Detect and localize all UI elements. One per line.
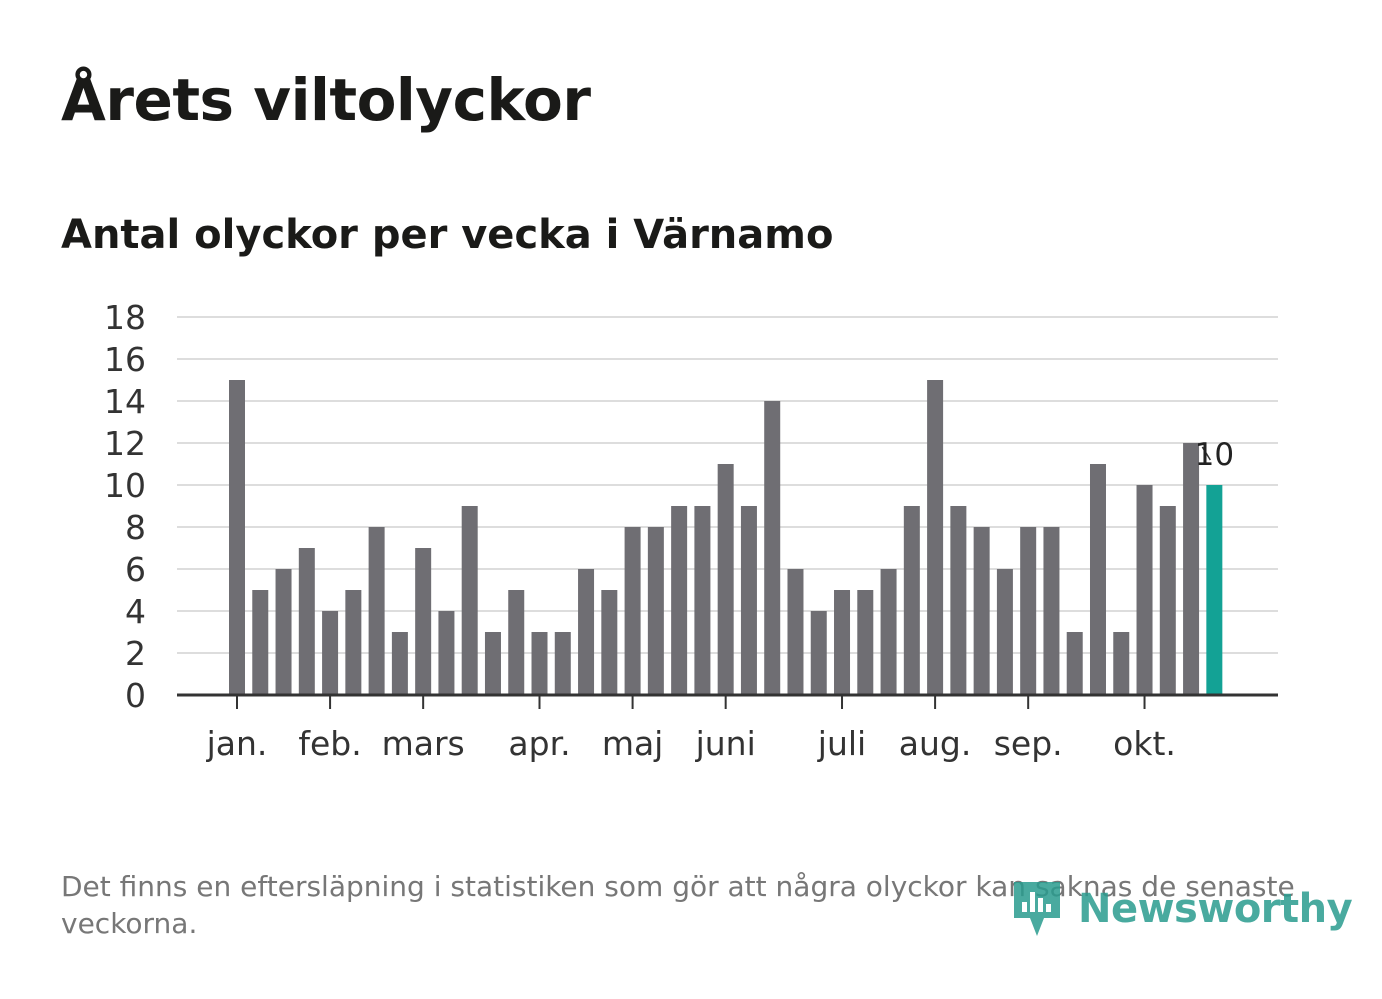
bar [1089, 464, 1106, 695]
bar [484, 632, 501, 695]
bar [1113, 632, 1130, 695]
bar [601, 590, 618, 695]
y-tick-label: 12 [104, 424, 146, 463]
bar [717, 464, 734, 695]
footnote: Det finns en eftersläpning i statistiken… [61, 870, 1295, 940]
bar [415, 548, 432, 695]
bar [764, 401, 781, 695]
bar [1020, 527, 1037, 695]
bar [810, 611, 827, 695]
bar [578, 569, 595, 695]
bar [880, 569, 897, 695]
bar [1043, 527, 1060, 695]
bar [391, 632, 408, 695]
newsworthy-logo-text: Newsworthy [1078, 886, 1353, 932]
annotations: 10 [1195, 437, 1234, 473]
bar [647, 527, 664, 695]
bar [252, 590, 269, 695]
bar [438, 611, 455, 695]
x-axis [177, 693, 1278, 709]
y-tick-label: 10 [104, 466, 146, 505]
bar [624, 527, 641, 695]
x-tick-label: feb. [298, 724, 361, 763]
bar [531, 632, 548, 695]
bar [857, 590, 874, 695]
bar [950, 506, 967, 695]
bar [275, 569, 292, 695]
y-tick-label: 14 [104, 382, 146, 421]
bars [229, 380, 1223, 695]
x-tick-labels: jan. feb. mars apr. maj juni juli aug. sep. okt. [206, 724, 1176, 763]
newsworthy-logo-icon [1014, 882, 1060, 936]
bar [554, 632, 571, 695]
x-tick-label: jan. [206, 724, 268, 763]
bar [671, 506, 688, 695]
x-tick-label: aug. [899, 724, 972, 763]
x-tick-label: juli [817, 724, 866, 763]
newsworthy-logo: Newsworthy [1010, 878, 1353, 940]
x-tick-label: okt. [1113, 724, 1176, 763]
bar [787, 569, 804, 695]
bar [1159, 506, 1176, 695]
chart-title: Årets viltolyckor [61, 66, 591, 134]
bar [298, 548, 315, 695]
bar [1183, 443, 1200, 695]
bar [903, 506, 920, 695]
chart-subtitle: Antal olyckor per vecka i Värnamo [61, 212, 834, 258]
y-tick-label: 16 [104, 340, 146, 379]
bar [461, 506, 478, 695]
bar [927, 380, 944, 695]
x-tick-label: mars [382, 724, 465, 763]
bar [322, 611, 339, 695]
bar [973, 527, 990, 695]
y-tick-label: 4 [125, 592, 146, 631]
highlight-value-label: 10 [1195, 437, 1234, 473]
bar [1066, 632, 1083, 695]
y-tick-label: 8 [125, 508, 146, 547]
bar [834, 590, 851, 695]
y-tick-label: 2 [125, 634, 146, 673]
annotation-leader-line [1201, 446, 1211, 461]
y-tick-label: 18 [104, 298, 146, 337]
bar [1136, 485, 1153, 695]
bar [508, 590, 525, 695]
x-tick-label: apr. [508, 724, 570, 763]
bar [694, 506, 711, 695]
x-tick-label: juni [695, 724, 756, 763]
y-tick-label: 6 [125, 550, 146, 589]
bar-highlight [1206, 485, 1223, 695]
bar [996, 569, 1013, 695]
bar [229, 380, 245, 695]
bar [368, 527, 385, 695]
bar [345, 590, 362, 695]
bar [740, 506, 757, 695]
y-tick-label: 0 [125, 676, 146, 715]
x-tick-label: sep. [994, 724, 1063, 763]
x-tick-label: maj [602, 724, 664, 763]
